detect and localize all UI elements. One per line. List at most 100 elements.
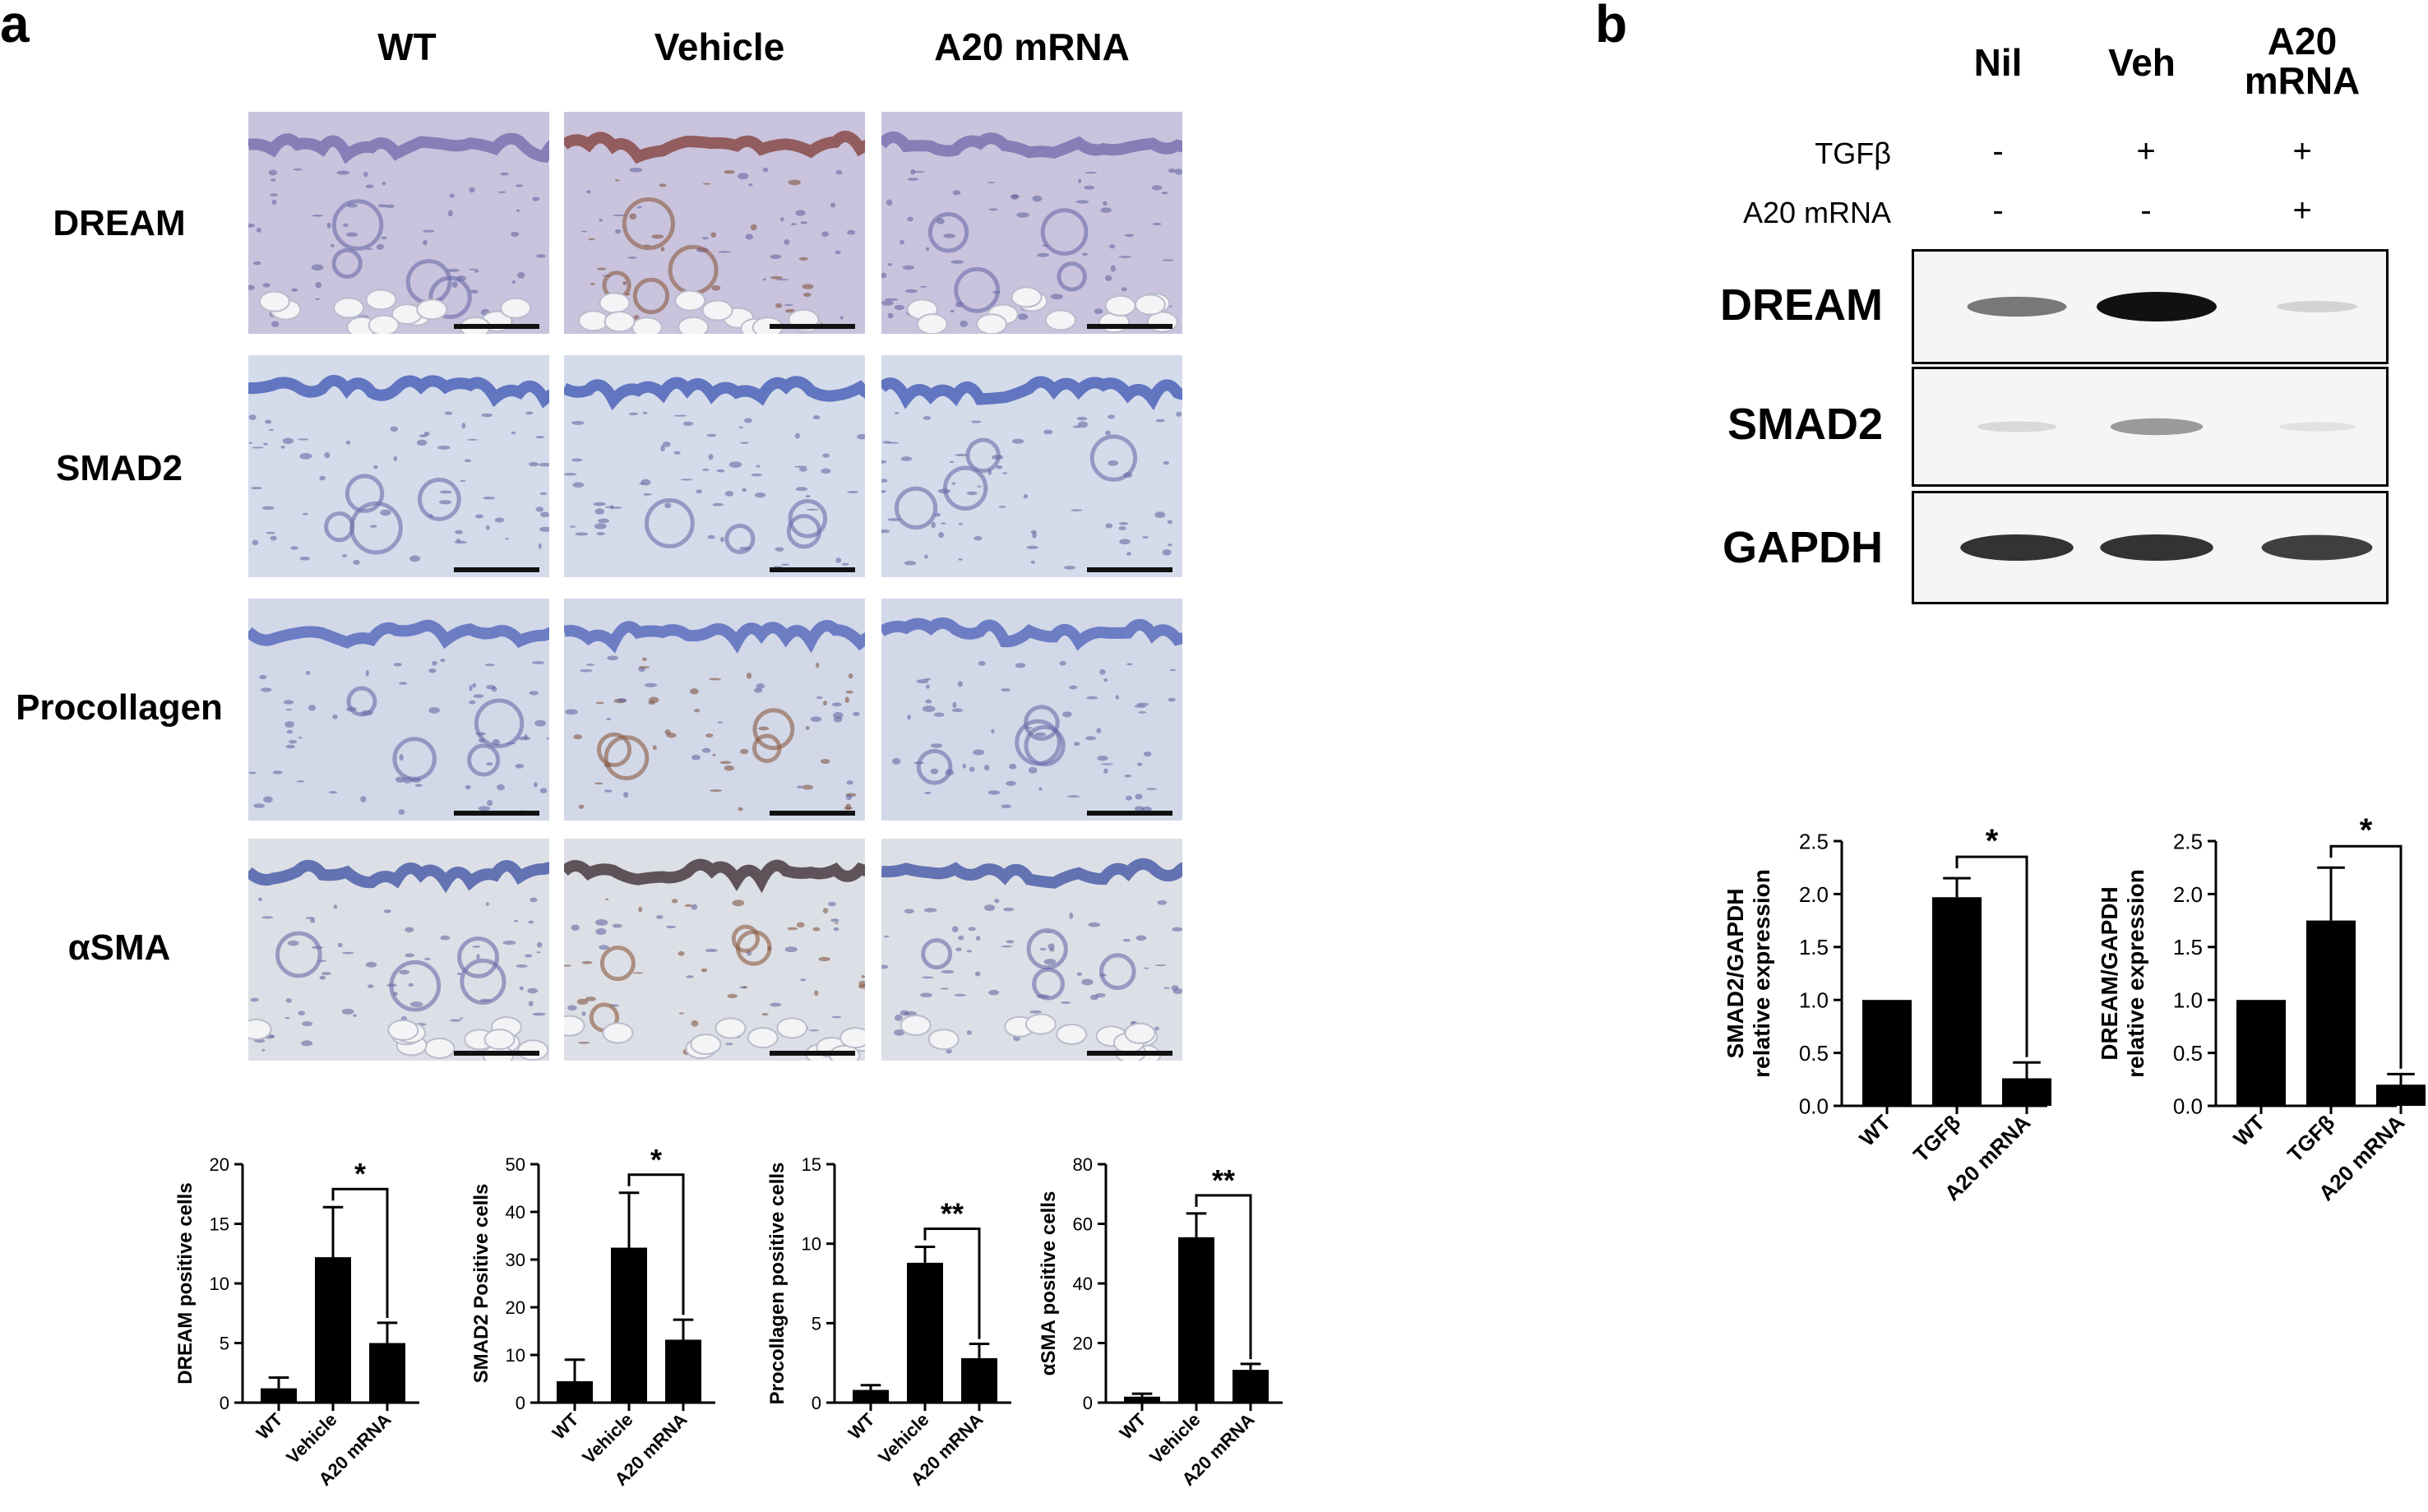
histology-image xyxy=(248,355,549,577)
y-tick-label: 0 xyxy=(1083,1393,1093,1413)
bar xyxy=(315,1257,351,1403)
y-tick-label: 10 xyxy=(506,1345,525,1366)
histology-image xyxy=(564,599,865,821)
y-tick-label: 1.5 xyxy=(1799,935,1829,959)
significance-label: ** xyxy=(1212,1163,1235,1197)
blot-band xyxy=(2278,422,2356,432)
western-blot-gapdh xyxy=(1912,491,2389,604)
y-tick-label: 20 xyxy=(506,1297,525,1318)
y-tick-label: 15 xyxy=(210,1214,229,1234)
y-tick-label: 15 xyxy=(802,1154,821,1175)
y-tick-label: 2.0 xyxy=(2173,882,2203,907)
y-tick-label: 60 xyxy=(1073,1214,1093,1234)
significance-label: * xyxy=(650,1143,662,1177)
bar xyxy=(369,1343,405,1403)
histology-image xyxy=(881,839,1182,1061)
y-axis-label: relative expression xyxy=(1749,869,1774,1078)
histology-image xyxy=(881,355,1182,577)
column-header-vehicle: Vehicle xyxy=(654,25,785,68)
condition-label-a20-mrna: A20 mRNA xyxy=(1742,196,1891,229)
row-header-dream: DREAM xyxy=(53,203,186,243)
panel-letter-a: a xyxy=(0,0,30,53)
y-axis-label: DREAM/GAPDH xyxy=(2097,886,2122,1061)
y-tick-label: 50 xyxy=(506,1154,525,1175)
bar xyxy=(557,1380,593,1403)
y-tick-label: 5 xyxy=(812,1313,821,1334)
bar xyxy=(1178,1237,1214,1403)
y-axis-label: Procollagen positive cells xyxy=(766,1163,789,1405)
x-tick-label: TGFβ xyxy=(1908,1110,1965,1167)
histology-image xyxy=(564,112,865,334)
blot-label-dream: DREAM xyxy=(1720,280,1883,330)
a20-mark-veh: - xyxy=(2140,192,2152,229)
y-tick-label: 40 xyxy=(1073,1274,1093,1294)
y-tick-label: 5 xyxy=(220,1333,229,1353)
x-tick-label: WT xyxy=(1116,1408,1150,1443)
x-tick-label: WT xyxy=(2228,1110,2269,1151)
bar xyxy=(2002,1078,2051,1106)
lane-header-nil: Nil xyxy=(1973,41,2023,84)
tgfb-mark-nil: - xyxy=(1992,133,2004,169)
significance-bracket xyxy=(2329,844,2403,1069)
x-tick-label: WT xyxy=(844,1408,879,1443)
y-tick-label: 10 xyxy=(210,1274,229,1294)
condition-label-tgfb: TGFβ xyxy=(1815,136,1891,170)
bar xyxy=(907,1262,943,1403)
y-tick-label: 2.0 xyxy=(1799,882,1829,907)
panel-letter-b: b xyxy=(1595,0,1628,53)
x-tick-label: WT xyxy=(548,1408,583,1443)
bar xyxy=(2236,1000,2286,1106)
blot-label-gapdh: GAPDH xyxy=(1722,523,1883,572)
y-tick-label: 0 xyxy=(812,1393,821,1413)
histology-image xyxy=(881,112,1182,334)
column-header-wt: WT xyxy=(377,25,437,68)
histology-image xyxy=(564,355,865,577)
column-header-a20-mrna: A20 mRNA xyxy=(934,25,1130,68)
blot-band xyxy=(2261,534,2373,561)
y-tick-label: 0 xyxy=(220,1393,229,1413)
y-tick-label: 2.5 xyxy=(2173,829,2203,853)
y-tick-label: 1.0 xyxy=(1799,988,1829,1013)
y-tick-label: 10 xyxy=(802,1234,821,1255)
y-axis-label: SMAD2/GAPDH xyxy=(1723,889,1748,1059)
a20-mark-nil: - xyxy=(1992,192,2004,229)
dream-gapdh-expression-chart: 0.0 0.5 1.0 1.5 2.0 2.5 DREAM/GAPDH relative ex… xyxy=(2097,812,2426,1205)
significance-label: * xyxy=(354,1157,366,1191)
row-header-asma: αSMA xyxy=(67,927,171,968)
bar xyxy=(1932,897,1982,1106)
tgfb-mark-a20: + xyxy=(2292,133,2312,169)
blot-band xyxy=(1960,534,2074,562)
bar xyxy=(1124,1396,1160,1403)
histology-image xyxy=(248,112,549,334)
blot-band xyxy=(1967,296,2067,317)
y-tick-label: 1.5 xyxy=(2173,935,2203,959)
bar xyxy=(2376,1084,2426,1106)
y-tick-label: 2.5 xyxy=(1799,829,1829,853)
significance-label: ** xyxy=(941,1197,964,1231)
y-axis-label: SMAD2 Positive cells xyxy=(470,1184,493,1384)
x-tick-label: WT xyxy=(1854,1110,1895,1151)
y-axis-label: DREAM positive cells xyxy=(174,1182,197,1384)
y-tick-label: 80 xyxy=(1073,1154,1093,1175)
row-header-smad2: SMAD2 xyxy=(55,448,183,488)
bar xyxy=(1232,1370,1269,1403)
x-tick-label: WT xyxy=(252,1408,287,1443)
smad2-gapdh-expression-chart: 0.0 0.5 1.0 1.5 2.0 2.5 SMAD2/GAPDH relative ex… xyxy=(1723,823,2051,1205)
western-blot-smad2 xyxy=(1912,367,2389,487)
bar xyxy=(961,1357,997,1403)
blot-label-smad2: SMAD2 xyxy=(1727,400,1883,449)
y-tick-label: 0.5 xyxy=(1799,1041,1829,1066)
bar xyxy=(611,1247,647,1403)
bar xyxy=(665,1339,701,1403)
a20-mark-a20: + xyxy=(2292,192,2312,229)
bar xyxy=(261,1388,297,1403)
bar xyxy=(2306,920,2356,1106)
blot-band xyxy=(2100,534,2213,562)
significance-bracket xyxy=(1955,855,2028,1057)
y-tick-label: 0 xyxy=(516,1393,525,1413)
row-header-procollagen: Procollagen xyxy=(16,687,223,728)
tgfb-mark-veh: + xyxy=(2136,133,2156,169)
